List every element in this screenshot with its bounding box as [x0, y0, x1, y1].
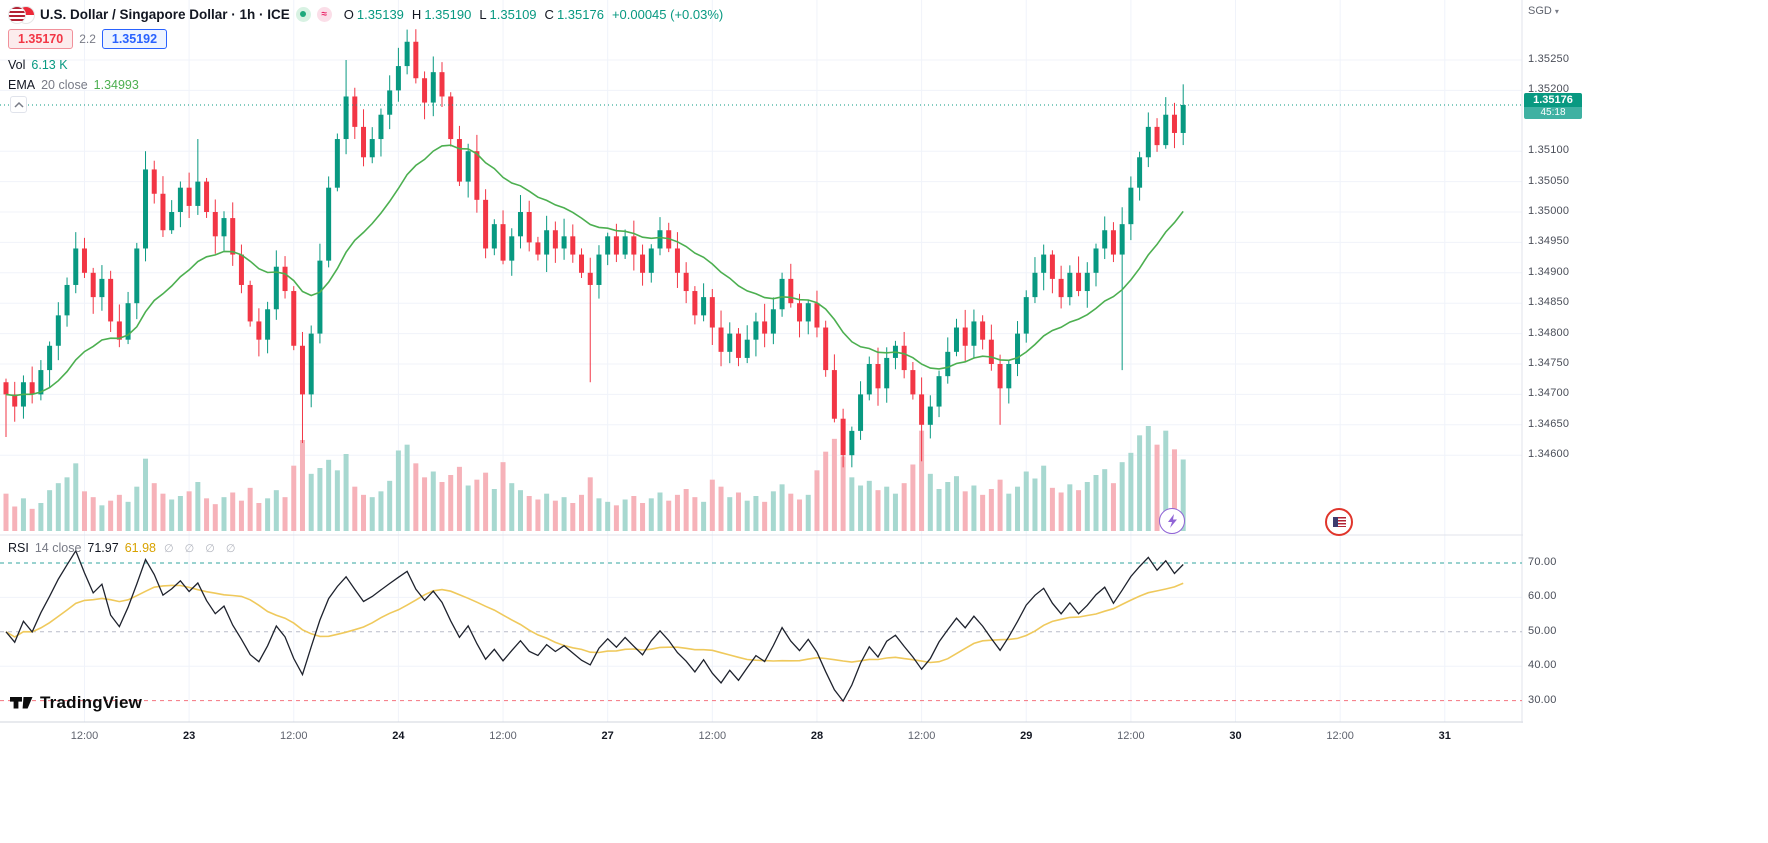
- volume-value: 6.13 K: [31, 58, 68, 72]
- last-price-label: 1.35176 45:18: [1524, 92, 1582, 119]
- price-tick-label: 1.34900: [1528, 265, 1570, 278]
- ohlc-readout: O 1.35139 H 1.35190 L 1.35109 C 1.35176 +0.0…: [344, 7, 723, 22]
- price-tick-label: 1.34750: [1528, 357, 1570, 369]
- price-tick-label: 1.34650: [1528, 417, 1570, 430]
- price-tick-label: 1.34950: [1528, 235, 1570, 248]
- open-value: 1.35139: [356, 6, 404, 22]
- rsi-tick-label: 30.00: [1528, 693, 1557, 706]
- price-scale-currency[interactable]: SGD ▾: [1528, 5, 1559, 17]
- price-tick-label: 1.35100: [1528, 144, 1570, 157]
- price-tick-label: 1.34700: [1528, 387, 1570, 400]
- sell-button[interactable]: 1.35170: [8, 29, 74, 49]
- time-tick-label: 12:00: [70, 730, 99, 742]
- chevron-down-icon: ▾: [1554, 6, 1559, 16]
- time-axis[interactable]: 12:00 23 12:00 24 12:00 27 12:00 28 12:00 29 12:00…: [0, 723, 1768, 843]
- bar-countdown: 45:18: [1524, 106, 1582, 119]
- time-tick-label: 12:00: [489, 730, 517, 742]
- time-tick-label: 30: [1229, 730, 1242, 742]
- time-tick-label: 29: [1020, 730, 1033, 742]
- currency-label: SGD: [1528, 5, 1552, 17]
- time-tick-label: 12:00: [1326, 730, 1354, 742]
- ema-params: 20 close: [41, 78, 88, 92]
- open-label: O: [343, 6, 354, 22]
- price-axis[interactable]: SGD ▾ 1.35176 45:18 1.35250 1.35200 1.3510…: [1523, 0, 1768, 843]
- candles: [3, 29, 1186, 468]
- ema-legend[interactable]: EMA 20 close 1.34993: [8, 78, 723, 92]
- event-icon-lightning[interactable]: [1159, 508, 1185, 534]
- legend: U.S. Dollar / Singapore Dollar · 1h · IC…: [8, 4, 723, 92]
- lightning-icon: [1167, 514, 1177, 528]
- rsi-tick-label: 70.00: [1528, 556, 1557, 568]
- rsi-ma-value: 61.98: [124, 541, 156, 555]
- price-tick-label: 1.35050: [1528, 174, 1570, 187]
- symbol-row: U.S. Dollar / Singapore Dollar · 1h · IC…: [8, 4, 723, 24]
- price-tick-label: 1.35200: [1528, 83, 1570, 96]
- us-flag-icon: [1332, 517, 1346, 527]
- high-value: 1.35190: [424, 6, 472, 22]
- price-tick-label: 1.34850: [1528, 296, 1570, 309]
- rsi-tick-label: 40.00: [1528, 659, 1557, 672]
- low-label: L: [479, 6, 487, 22]
- price-tick-label: 1.34800: [1528, 326, 1570, 339]
- rsi-value: 71.97: [87, 541, 119, 555]
- time-tick-label: 12:00: [279, 730, 308, 742]
- price-tick-label: 1.35000: [1528, 205, 1570, 217]
- tradingview-mark-icon: [10, 697, 33, 709]
- tradingview-brand-text: TradingView: [40, 693, 143, 712]
- volume-bars: [3, 426, 1186, 531]
- trade-buttons-row: 1.35170 2.2 1.35192: [8, 29, 723, 49]
- volume-legend[interactable]: Vol 6.13 K: [8, 58, 723, 72]
- change-value: +0.00045 (+0.03%): [611, 6, 724, 22]
- price-tick-label: 1.34600: [1528, 448, 1570, 461]
- gridlines: [0, 0, 1522, 722]
- rsi-tick-label: 50.00: [1528, 624, 1557, 637]
- time-tick-label: 12:00: [907, 730, 936, 742]
- event-icon-us-economic[interactable]: [1325, 508, 1353, 536]
- time-tick-label: 27: [601, 730, 614, 742]
- rsi-ma-line: [5, 582, 1184, 664]
- buy-button[interactable]: 1.35192: [101, 29, 168, 49]
- symbol-logo-icon: [8, 5, 35, 24]
- chevron-up-icon: [13, 101, 24, 108]
- price-tick-label: 1.35250: [1528, 53, 1570, 65]
- time-tick-label: 24: [392, 730, 405, 742]
- high-label: H: [411, 6, 422, 22]
- ema-value: 1.34993: [93, 78, 139, 92]
- symbol-title[interactable]: U.S. Dollar / Singapore Dollar · 1h · IC…: [40, 6, 290, 22]
- legend-collapse-button[interactable]: [10, 96, 27, 113]
- time-tick-label: 12:00: [1117, 730, 1145, 742]
- rsi-tick-label: 60.00: [1528, 590, 1557, 603]
- rsi-empty-slots: ∅ ∅ ∅ ∅: [163, 542, 240, 555]
- market-status-icon[interactable]: [295, 6, 311, 22]
- ema-label: EMA: [8, 78, 36, 92]
- rsi-label: RSI: [8, 541, 29, 555]
- time-tick-label: 31: [1438, 730, 1451, 742]
- time-tick-label: 23: [182, 730, 196, 742]
- tradingview-logo[interactable]: TradingView: [10, 693, 142, 713]
- rsi-params: 14 close: [34, 541, 82, 555]
- data-mode-icon[interactable]: ≈: [316, 6, 332, 22]
- close-value: 1.35176: [556, 6, 604, 22]
- rsi-legend[interactable]: RSI 14 close 71.97 61.98 ∅ ∅ ∅ ∅: [8, 541, 239, 555]
- volume-label: Vol: [8, 58, 26, 72]
- low-value: 1.35109: [489, 6, 537, 22]
- time-tick-label: 12:00: [698, 730, 727, 742]
- rsi-line: [5, 549, 1184, 703]
- spread-value: 2.2: [79, 32, 96, 46]
- ema-line: [5, 144, 1184, 397]
- time-tick-label: 28: [810, 730, 824, 742]
- close-label: C: [544, 6, 554, 22]
- last-price-value: 1.35176: [1524, 92, 1582, 107]
